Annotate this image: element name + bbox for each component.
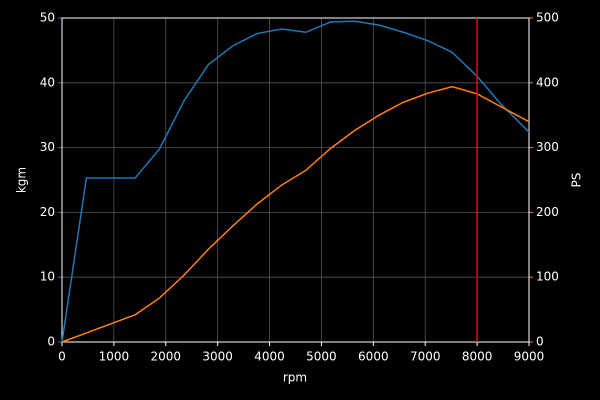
y2-tick-label: 0 <box>536 335 544 349</box>
y-tick-label: 20 <box>40 205 55 219</box>
y2-tick-label: 400 <box>536 75 559 89</box>
series-line <box>61 85 530 343</box>
y-tick-label: 40 <box>40 75 55 89</box>
x-tick-label: 1000 <box>99 350 130 364</box>
x-tick-label: 2000 <box>151 350 182 364</box>
x-tick-label: 0 <box>58 350 66 364</box>
y2-tick-label: 100 <box>536 270 559 284</box>
y-tick-label: 10 <box>40 270 55 284</box>
y2-tick-label: 300 <box>536 140 559 154</box>
series-line <box>61 20 530 343</box>
plot-frame <box>61 17 530 343</box>
x-tick-label: 3000 <box>202 350 233 364</box>
x-tick-label: 7000 <box>410 350 441 364</box>
y2-tick-label: 200 <box>536 205 559 219</box>
x-axis-label: rpm <box>283 371 307 385</box>
x-tick-label: 6000 <box>358 350 389 364</box>
y-tick-label: 0 <box>47 335 55 349</box>
x-tick-label: 8000 <box>462 350 493 364</box>
x-tick-label: 4000 <box>254 350 285 364</box>
y2-axis-label: PS <box>570 173 584 188</box>
y2-tick-label: 500 <box>536 11 559 25</box>
x-tick-label: 9000 <box>514 350 545 364</box>
x-tick-label: 5000 <box>306 350 337 364</box>
y-tick-label: 30 <box>40 140 55 154</box>
y-axis-label: kgm <box>15 167 29 193</box>
y-tick-label: 50 <box>40 11 55 25</box>
